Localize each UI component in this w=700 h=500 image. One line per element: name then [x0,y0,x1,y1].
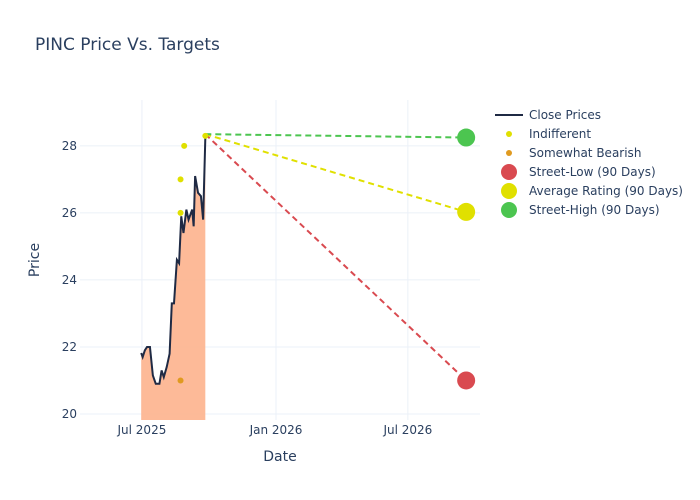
x-axis-label: Date [263,449,296,465]
indifferent-rating-point [202,132,209,139]
legend-item-label: Indifferent [529,127,591,141]
x-tick-label: Jul 2026 [382,423,432,437]
close-price-line [140,137,207,385]
legend-item-label: Street-Low (90 Days) [529,165,656,179]
high-target-marker [457,128,476,147]
average-target-line [205,133,467,213]
y-tick-label: 22 [62,340,77,354]
indifferent-rating-point [177,209,184,216]
legend-swatch-dot [506,131,512,137]
indifferent-rating-point [177,176,184,183]
somewhat-bearish-rating-point [177,377,184,384]
high-target-line [205,133,467,139]
x-tick-label: Jan 2026 [249,423,303,437]
y-tick-label: 24 [62,273,77,287]
y-axis-label: Price [27,243,43,277]
legend-item-label: Somewhat Bearish [529,146,641,160]
indifferent-rating-point [181,142,188,149]
legend-swatch-dot [501,202,517,218]
legend-item-label: Close Prices [529,108,601,122]
low-target-marker [457,371,476,390]
y-tick-label: 26 [62,206,77,220]
close-price-area [141,137,206,420]
chart-title: PINC Price Vs. Targets [35,35,220,55]
legend-item-label: Average Rating (90 Days) [529,184,683,198]
legend-item-label: Street-High (90 Days) [529,203,660,217]
low-target-line [204,133,467,382]
legend-swatch-dot [506,150,512,156]
y-tick-label: 20 [62,407,77,421]
y-tick-label: 28 [62,139,77,153]
average-target-marker [457,202,476,221]
legend-swatch-dot [501,183,517,199]
x-tick-label: Jul 2025 [117,423,167,437]
legend-swatch-dot [501,164,517,180]
